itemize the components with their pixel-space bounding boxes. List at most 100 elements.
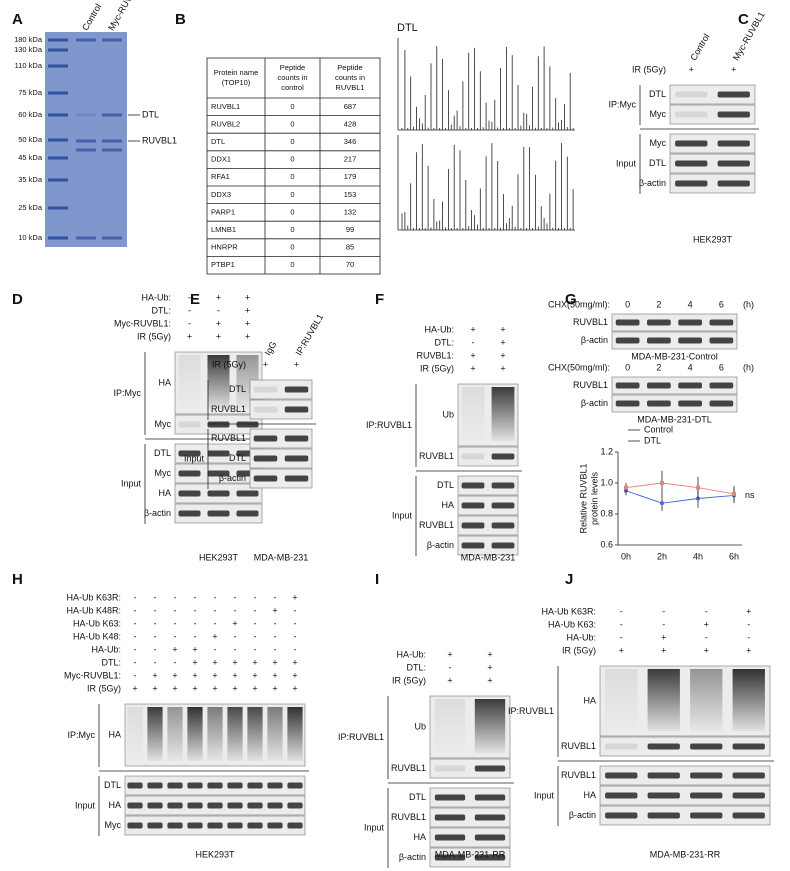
table-cell: 179 (344, 172, 357, 181)
table-cell: 687 (344, 102, 357, 111)
blot-band (709, 337, 734, 344)
blot-band (434, 834, 466, 841)
blot-label: Myc (650, 109, 667, 119)
blot-label: β-actin (219, 473, 246, 483)
blot-smear (147, 707, 163, 761)
condition-label: IR (5Gy) (392, 675, 426, 685)
condition-sign: - (274, 631, 277, 641)
condition-label: HA-Ub K63: (548, 619, 596, 629)
condition-sign: + (487, 675, 492, 685)
condition-sign: - (620, 632, 623, 642)
blot-band (236, 490, 259, 497)
lane-label: Control (80, 2, 103, 32)
condition-label: HA-Ub: (396, 649, 426, 659)
blot-label: HA (413, 832, 426, 842)
table-cell: PARP1 (211, 207, 235, 216)
condition-label: CHX(50mg/ml): (548, 362, 610, 372)
blot-smear (247, 707, 263, 761)
data-point (696, 485, 700, 490)
condition-sign: + (704, 619, 709, 629)
lane-band (76, 38, 96, 42)
y-tick-label: 0.8 (600, 508, 613, 518)
blot-band (207, 802, 223, 809)
cell-line: MDA-MB-231-DTL (637, 414, 712, 424)
blot-label: HA (441, 500, 454, 510)
condition-sign: + (232, 657, 237, 667)
condition-sign: + (447, 675, 452, 685)
data-point (660, 481, 664, 485)
marker-label: 50 kDa (18, 135, 43, 144)
blot (249, 399, 313, 420)
series-line (625, 482, 735, 495)
condition-sign: - (134, 670, 137, 680)
blot-band (647, 382, 671, 389)
y-tick-label: 0.6 (600, 539, 613, 549)
arrow-label: RUVBL1 (142, 135, 177, 145)
condition-sign: + (292, 683, 297, 693)
blot-band (253, 435, 278, 442)
condition-sign: + (292, 592, 297, 602)
table-cell: RFA1 (211, 172, 230, 181)
condition-sign: 6 (719, 362, 724, 372)
condition-label: IR (5Gy) (562, 645, 596, 655)
blot-band (127, 782, 143, 789)
blot-band (253, 475, 278, 482)
marker-label: 35 kDa (18, 175, 43, 184)
blot-label: β-actin (581, 398, 608, 408)
blot-band (461, 453, 485, 460)
lane-band (102, 148, 122, 152)
condition-label: IR (5Gy) (87, 683, 121, 693)
condition-label: Myc-RUVBL1: (64, 670, 121, 680)
blot-band (267, 802, 283, 809)
condition-sign: + (245, 331, 250, 341)
group-label: IP:Myc (67, 730, 95, 740)
table-header: Peptide (337, 63, 362, 72)
table-header: (TOP10) (222, 78, 251, 87)
group-label: Input (121, 478, 142, 488)
blot-band (647, 400, 671, 407)
condition-sign: - (274, 592, 277, 602)
condition-label: HA-Ub K48: (73, 631, 121, 641)
blot-smear (227, 707, 243, 761)
table-header: counts in (335, 73, 365, 82)
blot-band (474, 794, 506, 801)
lane-band (76, 139, 96, 143)
condition-sign: + (470, 324, 475, 334)
blot-band (287, 822, 303, 829)
blot-band (675, 91, 708, 98)
condition-sign: + (470, 363, 475, 373)
blot-band (461, 542, 485, 549)
blot (457, 535, 519, 556)
cell-line: HEK293T (199, 552, 239, 562)
condition-label: HA-Ub: (91, 644, 121, 654)
group-label: Input (616, 158, 637, 168)
marker-band (48, 113, 68, 117)
blot-band (187, 822, 203, 829)
condition-sign: - (188, 292, 191, 302)
blot-band (474, 834, 506, 841)
blot-band (732, 743, 765, 750)
blot-band (474, 814, 506, 821)
x-tick-label: 0h (621, 551, 631, 561)
blot-band (247, 822, 263, 829)
condition-sign: - (214, 618, 217, 628)
condition-sign: + (192, 670, 197, 680)
condition-label: HA-Ub K63R: (541, 606, 596, 616)
condition-sign: - (194, 605, 197, 615)
x-tick-label: 2h (657, 551, 667, 561)
table-cell: 0 (290, 243, 294, 252)
condition-sign: - (214, 644, 217, 654)
blot-band (434, 765, 466, 772)
cell-line: HEK293T (693, 234, 733, 244)
x-tick-label: 4h (693, 551, 703, 561)
marker-label: 110 kDa (15, 61, 43, 70)
blot-label: HA (108, 729, 121, 739)
condition-sign: - (620, 619, 623, 629)
condition-label: DTL: (101, 657, 121, 667)
blot-band (717, 160, 750, 167)
condition-sign: + (232, 683, 237, 693)
condition-sign: + (470, 350, 475, 360)
blot-label: HA (158, 377, 171, 387)
condition-sign: + (212, 631, 217, 641)
x-tick-label: 6h (729, 551, 739, 561)
